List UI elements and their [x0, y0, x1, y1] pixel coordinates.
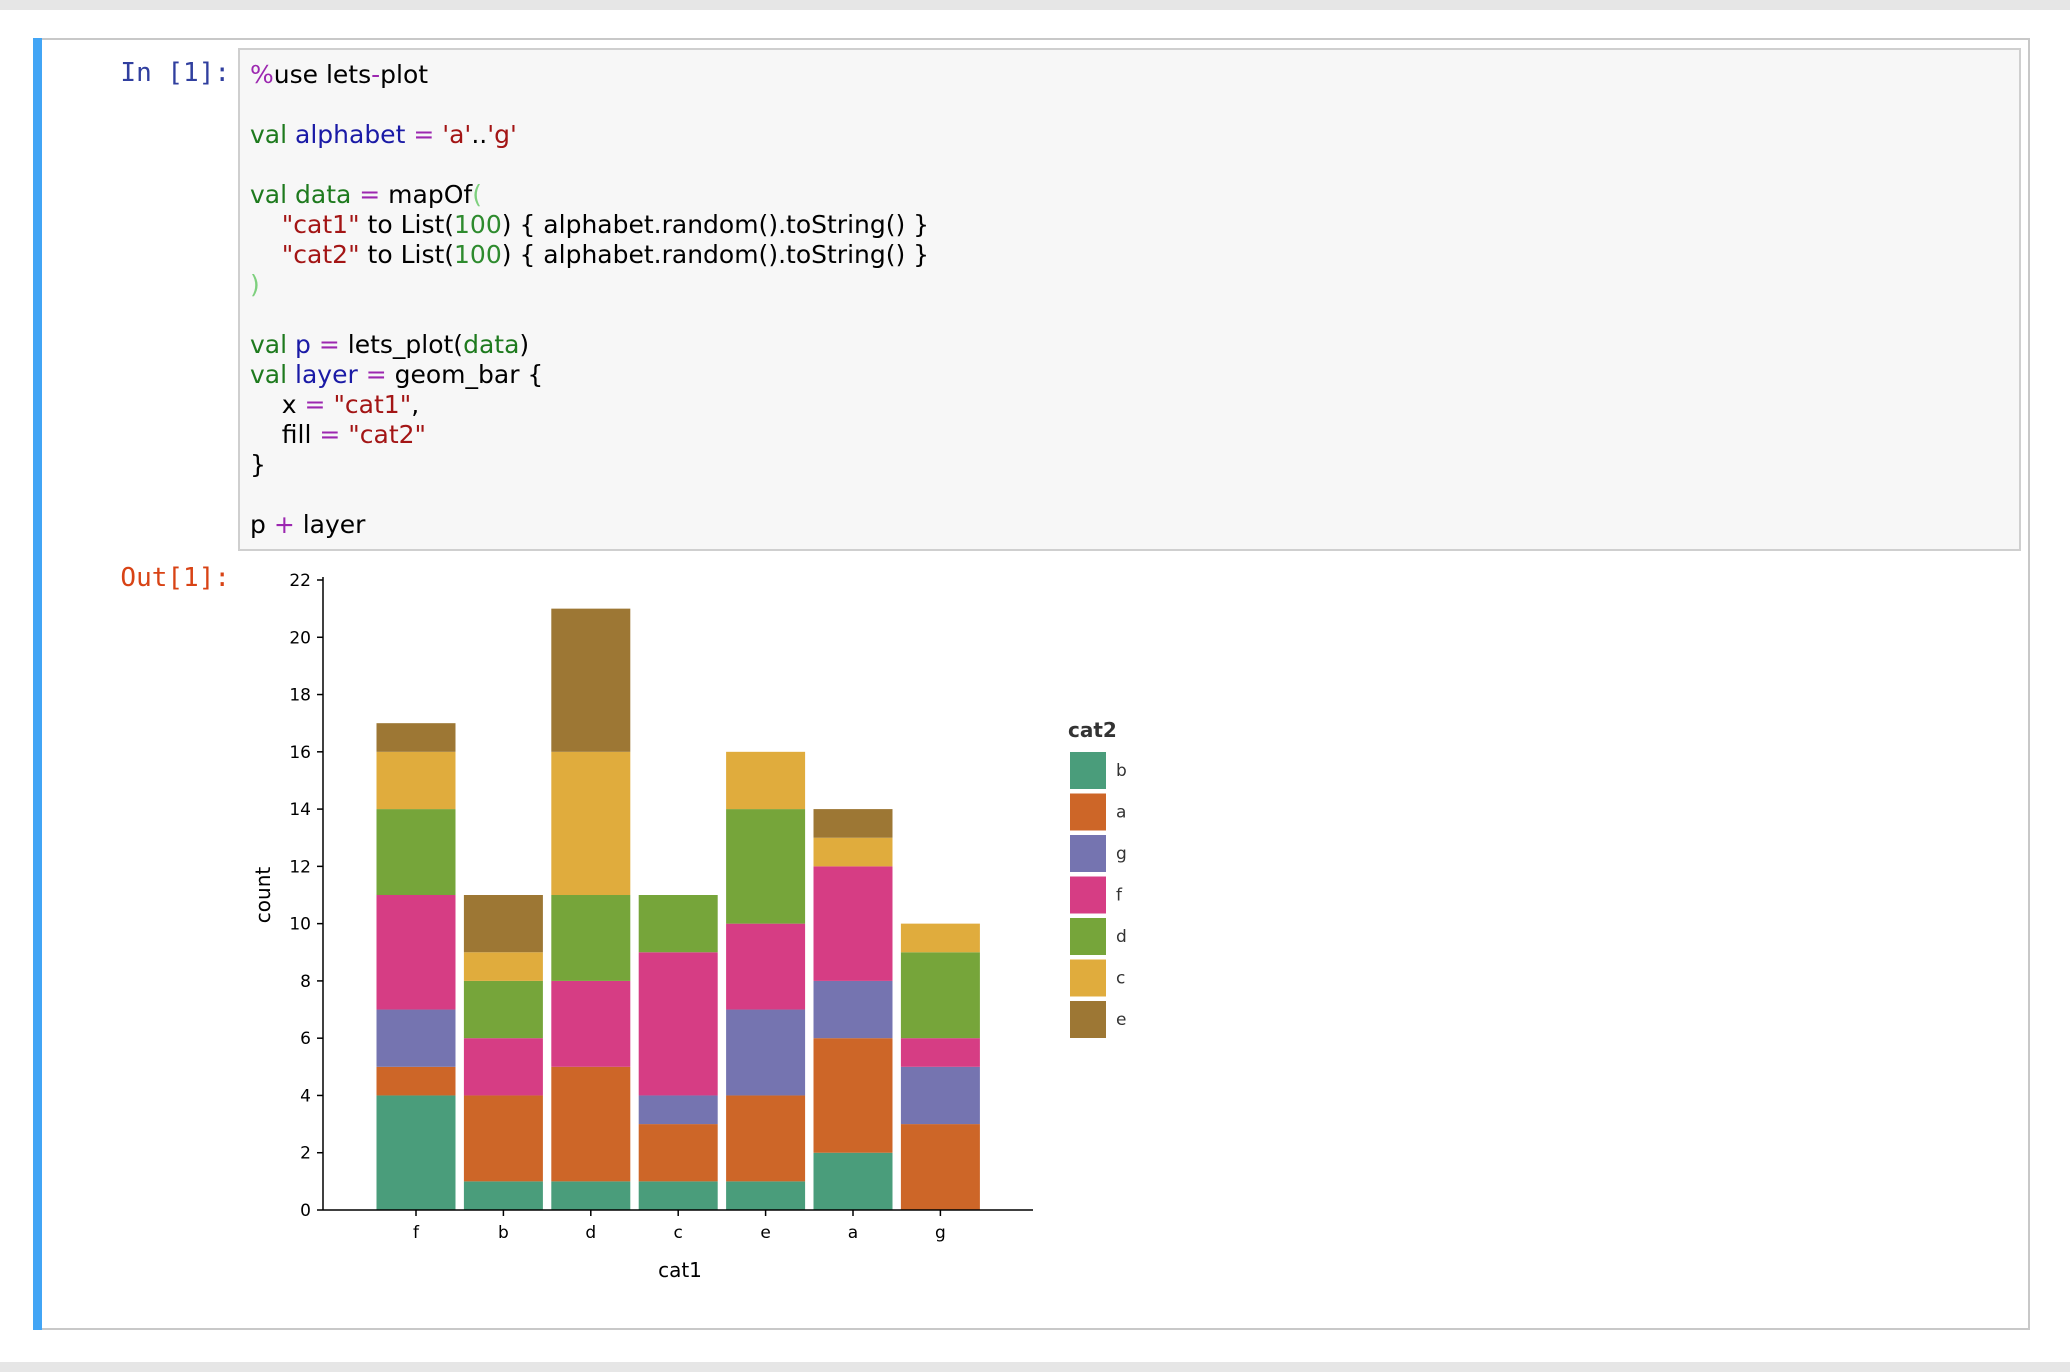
legend-key-g [1070, 835, 1106, 872]
legend-label: a [1116, 803, 1126, 823]
x-tick-label: f [413, 1223, 420, 1243]
y-tick-label: 6 [300, 1029, 311, 1049]
code-input-area[interactable]: %use lets-plot val alphabet = 'a'..'g' v… [238, 48, 2021, 551]
code-line: fill = "cat2" [250, 420, 427, 449]
code-text[interactable]: %use lets-plot val alphabet = 'a'..'g' v… [250, 60, 929, 540]
code-line: val layer = geom_bar { [250, 360, 544, 389]
code-line: val p = lets_plot(data) [250, 330, 530, 359]
legend-label: e [1116, 1010, 1126, 1030]
legend-key-a [1070, 793, 1106, 831]
bar-segment-a-c [813, 837, 893, 867]
bar-segment-a-e [813, 809, 893, 838]
input-prompt: In [1]: [120, 58, 230, 88]
bar-segment-d-a [551, 1066, 631, 1182]
code-line: %use lets-plot [250, 60, 429, 89]
legend-key-c [1070, 959, 1106, 997]
bar-segment-a-a [813, 1038, 893, 1153]
code-line: "cat1" to List(100) { alphabet.random().… [281, 210, 930, 239]
legend-key-f [1070, 876, 1106, 914]
bar-segment-d-d [551, 895, 631, 981]
bar-segment-d-c [551, 751, 631, 895]
y-tick-label: 12 [289, 857, 311, 877]
y-tick-label: 22 [289, 571, 311, 591]
y-tick-label: 16 [289, 743, 311, 763]
bar-segment-c-b [638, 1181, 718, 1210]
y-tick-label: 4 [300, 1086, 311, 1106]
bar-segment-f-b [376, 1095, 456, 1210]
code-line: "cat2" to List(100) { alphabet.random().… [281, 240, 930, 269]
x-axis-label: cat1 [658, 1258, 702, 1282]
bar-segment-a-b [813, 1152, 893, 1210]
legend-key-d [1070, 918, 1106, 955]
bar-segment-a-g [813, 980, 893, 1039]
x-tick-label: d [585, 1223, 596, 1243]
bar-segment-f-g [376, 1009, 456, 1067]
code-line: x = "cat1", [250, 390, 420, 419]
legend-key-b [1070, 752, 1106, 789]
bar-segment-g-g [900, 1066, 980, 1125]
bar-segment-b-e [463, 895, 543, 953]
bar-segment-c-f [638, 952, 718, 1096]
bar-segment-c-g [638, 1095, 718, 1125]
bar-segment-e-f [726, 923, 806, 1010]
bar-segment-e-b [726, 1181, 806, 1210]
legend-title: cat2 [1068, 718, 1117, 742]
bar-segment-e-g [726, 1009, 806, 1096]
output-area: 0 2 4 6 8 10 12 14 16 18 20 22 f b d c e a g cat1 count cat2 b… [238, 565, 1138, 1305]
bar-segment-d-e [551, 608, 631, 752]
x-tick-label: c [674, 1223, 683, 1243]
bar-segment-f-e [376, 723, 456, 752]
bar-segment-a-f [813, 866, 893, 981]
code-line: p + layer [250, 510, 366, 539]
legend-label: g [1116, 844, 1127, 864]
bar-segment-f-c [376, 751, 456, 810]
x-tick-label: b [498, 1223, 509, 1243]
bar-segment-g-c [900, 923, 980, 953]
bar-segment-b-b [463, 1181, 543, 1210]
x-tick-label: e [760, 1223, 770, 1243]
bar-segment-e-a [726, 1095, 806, 1182]
bar-segment-e-c [726, 751, 806, 810]
y-tick-label: 10 [289, 915, 311, 935]
bar-segment-f-f [376, 895, 456, 1010]
code-line: ) [250, 270, 260, 299]
output-prompt: Out[1]: [120, 563, 230, 593]
y-tick-label: 0 [300, 1201, 311, 1221]
x-tick-label: g [935, 1223, 946, 1243]
y-tick-label: 14 [289, 800, 311, 820]
y-tick-label: 8 [300, 972, 311, 992]
bar-segment-g-d [900, 952, 980, 1039]
bar-segment-b-f [463, 1038, 543, 1096]
bar-segment-g-f [900, 1038, 980, 1067]
y-tick-label: 20 [289, 628, 311, 648]
bar-segment-f-a [376, 1066, 456, 1096]
code-line: } [250, 450, 266, 479]
bar-segment-c-d [638, 895, 718, 953]
x-tick-label: a [848, 1223, 858, 1243]
legend-label: c [1116, 969, 1125, 989]
legend-label: d [1116, 927, 1127, 947]
bar-segment-b-c [463, 952, 543, 981]
stacked-bar-chart: 0 2 4 6 8 10 12 14 16 18 20 22 f b d c e a g cat1 count cat2 b… [251, 571, 1127, 1282]
code-line: val data = mapOf( [250, 180, 482, 209]
bar-segment-d-f [551, 980, 631, 1067]
bar-segment-b-d [463, 980, 543, 1039]
bar-segment-c-a [638, 1124, 718, 1182]
bar-segment-d-b [551, 1181, 631, 1210]
cell-selection-indicator [33, 38, 42, 1330]
y-axis-label: count [251, 867, 275, 924]
bar-segment-g-a [900, 1124, 980, 1210]
legend-label: b [1116, 761, 1127, 781]
legend-key-e [1070, 1001, 1106, 1038]
bar-segment-f-d [376, 809, 456, 895]
bar-segment-e-d [726, 809, 806, 924]
legend-label: f [1116, 886, 1123, 906]
code-line: val alphabet = 'a'..'g' [250, 120, 517, 149]
y-tick-label: 18 [289, 686, 311, 706]
bar-segment-b-a [463, 1095, 543, 1182]
y-tick-label: 2 [300, 1144, 311, 1164]
